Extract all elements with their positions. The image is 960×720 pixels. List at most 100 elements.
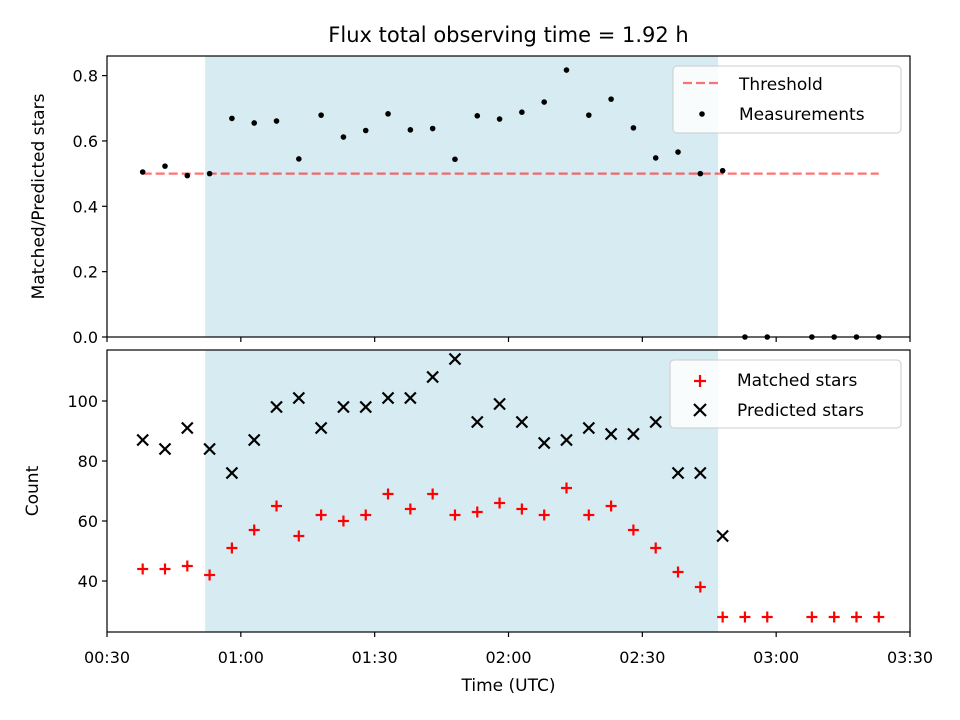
- predicted-star-point: [582, 421, 596, 435]
- top-y-tick-label: 0.2: [73, 263, 98, 282]
- predicted-stars-points: [136, 352, 729, 543]
- matched-star-point: [806, 611, 818, 623]
- matched-star-point: [382, 488, 394, 500]
- predicted-star-stroke: [694, 466, 707, 480]
- measurement-point: [318, 112, 324, 118]
- measurement-point: [273, 118, 280, 124]
- measurement-point: [296, 156, 302, 162]
- bottom-x-axis: 00:30 01:00 01:30 02:00 02:30 03:00 03:30: [84, 632, 933, 667]
- x-tick-label: 03:00: [753, 648, 799, 667]
- matched-star-point: [761, 611, 773, 623]
- predicted-star-point: [694, 466, 707, 480]
- predicted-star-stroke: [247, 433, 261, 447]
- measurement-point: [139, 169, 146, 175]
- measurement-point: [563, 67, 570, 73]
- predicted-star-stroke: [448, 352, 462, 366]
- matched-stars-points: [137, 482, 885, 623]
- predicted-star-stroke: [181, 421, 194, 435]
- chart-title: Flux total observing time = 1.92 h: [328, 23, 688, 47]
- predicted-star-point: [381, 391, 395, 405]
- top-y-tick-label: 0.0: [73, 328, 98, 347]
- bottom-legend: Matched stars Predicted stars: [669, 359, 902, 429]
- predicted-star-point: [537, 436, 551, 450]
- x-tick-label: 03:30: [887, 648, 933, 667]
- bottom-y-tick-label: 40: [78, 572, 98, 591]
- predicted-star-point: [181, 421, 194, 435]
- predicted-star-point: [604, 427, 618, 441]
- matched-star-point: [717, 611, 729, 623]
- measurement-point: [541, 99, 547, 105]
- predicted-star-point: [404, 391, 417, 405]
- matched-star-point: [583, 509, 595, 521]
- measurement-point: [162, 163, 168, 169]
- predicted-star-stroke: [426, 370, 439, 384]
- legend-matched-swatch: [694, 375, 706, 387]
- measurement-point: [340, 134, 347, 140]
- predicted-star-stroke: [136, 433, 149, 447]
- bottom-legend-box: [669, 359, 902, 429]
- x-tick-label: 02:00: [485, 648, 531, 667]
- legend-measurements-label: Measurements: [739, 105, 865, 125]
- predicted-star-point: [359, 400, 373, 414]
- measurement-points: [139, 67, 882, 340]
- matched-star-point: [315, 509, 327, 521]
- measurement-point: [586, 112, 592, 118]
- matched-star-point: [494, 497, 506, 509]
- top-legend-box: [672, 65, 902, 134]
- matched-star-point: [293, 530, 305, 542]
- x-tick-label: 02:30: [619, 648, 665, 667]
- x-axis-label: Time (UTC): [461, 676, 556, 696]
- matched-star-point: [181, 560, 193, 572]
- measurement-point: [452, 156, 458, 163]
- predicted-star-point: [337, 400, 350, 414]
- predicted-star-point: [158, 442, 172, 456]
- matched-star-point: [248, 524, 260, 536]
- predicted-star-stroke: [649, 415, 662, 429]
- predicted-star-point: [448, 352, 462, 366]
- matched-star-point: [538, 509, 550, 521]
- predicted-star-point: [515, 415, 529, 429]
- predicted-star-point: [716, 529, 729, 543]
- predicted-star-stroke: [337, 400, 350, 414]
- predicted-star-stroke: [470, 415, 484, 429]
- matched-star-point: [427, 488, 439, 500]
- bottom-panel: 40 60 80 100 00:30 01:00 01:30 02:00 02:30 03:00…: [23, 349, 933, 696]
- predicted-star-stroke: [560, 433, 573, 447]
- legend-matched-label: Matched stars: [737, 371, 857, 391]
- predicted-star-point: [292, 391, 306, 405]
- predicted-star-stroke: [292, 391, 306, 405]
- predicted-star-point: [136, 433, 149, 447]
- predicted-star-stroke: [582, 421, 596, 435]
- measurement-point: [429, 125, 436, 132]
- matched-star-point: [850, 611, 862, 623]
- predicted-star-point: [225, 466, 239, 480]
- bottom-observing-span: [205, 350, 719, 632]
- measurement-point: [719, 167, 726, 174]
- legend-predicted-label: Predicted stars: [737, 401, 864, 421]
- measurement-point: [385, 111, 391, 117]
- bottom-y-axis-label: Count: [23, 465, 43, 516]
- matched-star-point: [404, 503, 416, 515]
- predicted-star-stroke: [627, 427, 640, 441]
- predicted-star-stroke: [404, 391, 417, 405]
- matched-star-point: [694, 581, 706, 593]
- measurement-point: [206, 170, 213, 177]
- matched-star-point: [471, 506, 483, 518]
- x-tick-label: 00:30: [84, 648, 130, 667]
- measurement-point: [630, 125, 637, 131]
- bottom-y-tick-label: 60: [78, 512, 98, 531]
- matched-star-point: [873, 611, 885, 623]
- measurement-point: [652, 155, 659, 161]
- legend-measurements-swatch: [699, 111, 705, 117]
- matched-star-point: [226, 542, 238, 554]
- predicted-star-point: [560, 433, 573, 447]
- matched-star-point: [204, 569, 216, 581]
- top-y-tick-label: 0.4: [73, 197, 98, 216]
- predicted-star-stroke: [537, 436, 551, 450]
- matched-star-point: [828, 611, 840, 623]
- predicted-star-point: [247, 433, 261, 447]
- predicted-star-point: [426, 370, 439, 384]
- predicted-star-stroke: [381, 391, 395, 405]
- predicted-star-stroke: [158, 442, 172, 456]
- legend-predicted-swatch: [693, 403, 707, 417]
